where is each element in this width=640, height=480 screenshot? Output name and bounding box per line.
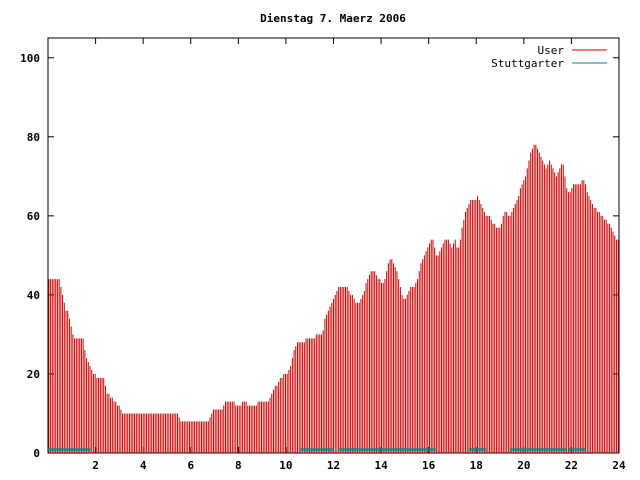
chart-title: Dienstag 7. Maerz 2006 [260, 12, 406, 25]
y-tick-label: 40 [27, 289, 40, 302]
x-tick-label: 6 [187, 459, 194, 472]
x-tick-label: 18 [470, 459, 483, 472]
x-tick-label: 24 [612, 459, 626, 472]
stuttgarter-segment [48, 448, 91, 452]
stuttgarter-segment [300, 448, 334, 452]
x-tick-label: 20 [517, 459, 530, 472]
x-tick-label: 2 [92, 459, 99, 472]
y-tick-label: 100 [20, 52, 40, 65]
x-tick-label: 22 [565, 459, 578, 472]
x-tick-label: 8 [235, 459, 242, 472]
stuttgarter-segment [569, 448, 586, 452]
y-tick-label: 0 [33, 447, 40, 460]
x-tick-label: 10 [279, 459, 292, 472]
stuttgarter-segment [509, 448, 567, 452]
legend-label: Stuttgarter [491, 57, 564, 70]
x-tick-label: 4 [140, 459, 147, 472]
y-tick-label: 80 [27, 131, 40, 144]
legend-label: User [538, 44, 565, 57]
x-tick-label: 14 [374, 459, 388, 472]
x-tick-label: 12 [327, 459, 340, 472]
stuttgarter-segment [469, 448, 486, 452]
y-tick-label: 60 [27, 210, 40, 223]
y-tick-label: 20 [27, 368, 40, 381]
stuttgarter-segment [338, 448, 436, 452]
x-tick-label: 16 [422, 459, 436, 472]
